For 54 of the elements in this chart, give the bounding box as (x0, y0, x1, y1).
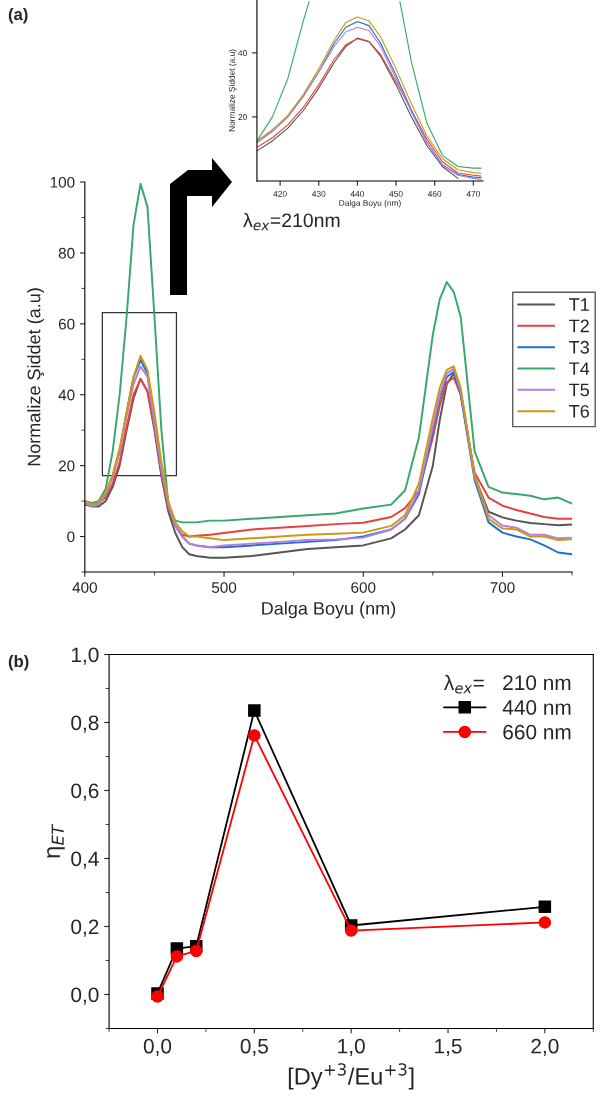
x-tick-label: 400 (72, 582, 97, 593)
legend-label: T3 (569, 340, 589, 354)
x-tick-label: 2,0 (531, 1038, 559, 1056)
legend-label: 660 nm (503, 724, 571, 740)
x-axis-title: [Dy$^{+3}$/Eu$^{+3}$] (288, 1063, 414, 1090)
legend-label: T5 (569, 383, 590, 397)
point (189, 944, 203, 958)
y-tick-label: 20 (58, 460, 75, 472)
x-axis-title: Dalga Boyu (nm) (262, 601, 396, 619)
legend-title: λ$_{ex}$= 210 nm (443, 674, 571, 694)
x-tick-label: 0,0 (143, 1038, 172, 1056)
y-tick-label: 80 (58, 247, 75, 259)
x-tick-label: 600 (351, 582, 376, 593)
y-tick-label: 100 (50, 176, 75, 188)
y-axis-title: Normalize Şiddet (a.u) (228, 49, 237, 132)
point (344, 924, 358, 937)
point (170, 950, 184, 963)
x-tick-label: 460 (427, 190, 442, 197)
point (248, 704, 261, 717)
x-tick-label: 440 (350, 190, 365, 197)
legend-label: 440 nm (502, 700, 571, 715)
legend-label: T2 (569, 319, 589, 333)
point (538, 916, 552, 929)
y-tick-label: 0,2 (71, 919, 99, 937)
point (538, 900, 552, 914)
y-tick-label: 0,8 (71, 715, 99, 733)
x-tick-label: 430 (312, 190, 326, 197)
y-tick-label: 0 (67, 531, 75, 543)
x-tick-label: 0,5 (240, 1038, 268, 1056)
x-tick-label: 420 (273, 190, 287, 197)
point (248, 729, 261, 742)
y-tick-label: 40 (58, 389, 75, 401)
x-tick-label: 470 (466, 190, 480, 197)
y-tick-label: 0,4 (71, 851, 99, 869)
legend-label: T6 (569, 404, 589, 418)
x-axis-title: Dalga Boyu (nm) (339, 199, 401, 208)
x-tick-label: 700 (490, 582, 515, 593)
chart-title: (b) (8, 655, 29, 671)
x-tick-label: 1,0 (338, 1038, 365, 1056)
annotation: λ$_{ex}$=210nm (243, 212, 340, 231)
y-tick-label: 60 (58, 318, 75, 330)
x-tick-label: 1,5 (435, 1038, 462, 1056)
y-axis-title: η$_{ET}$ (47, 823, 65, 858)
y-tick-label: 0,6 (71, 783, 99, 801)
y-axis-title: Normalize Şiddet (a.u) (27, 288, 45, 466)
y-tick-label: 20 (238, 114, 247, 120)
legend-label: T4 (569, 362, 590, 375)
x-tick-label: 500 (211, 582, 237, 593)
y-tick-label: 40 (238, 50, 247, 56)
y-tick-label: 0,0 (71, 987, 99, 1005)
y-tick-label: 1,0 (71, 647, 99, 665)
legend-label: T1 (569, 298, 589, 311)
x-tick-label: 450 (389, 190, 403, 197)
chart-title: (a) (8, 8, 28, 24)
